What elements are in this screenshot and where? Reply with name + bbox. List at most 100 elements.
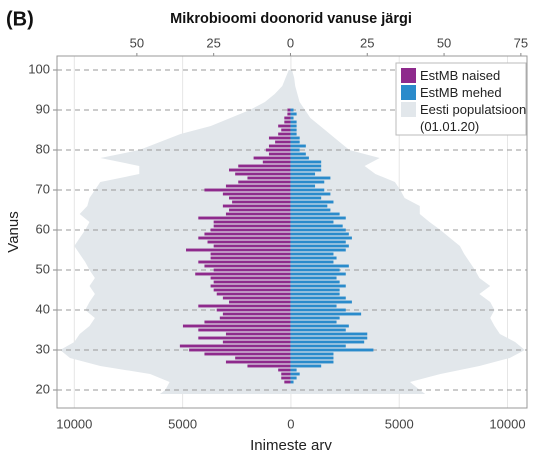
bar	[204, 264, 291, 268]
bar	[213, 220, 291, 224]
bar	[222, 312, 291, 316]
bar	[268, 152, 291, 156]
bar	[210, 256, 291, 260]
x2-tick-label: 25	[206, 35, 220, 50]
bar	[290, 376, 297, 380]
bar	[290, 352, 334, 356]
bar	[290, 176, 331, 180]
bar	[225, 212, 291, 216]
bar	[213, 224, 291, 228]
bar	[198, 236, 291, 240]
legend-label: Eesti populatsioon (01.01.20)	[420, 102, 527, 134]
bar	[290, 172, 316, 176]
bar	[290, 124, 297, 128]
bar	[290, 184, 316, 188]
bar	[290, 288, 340, 292]
bar	[195, 272, 291, 276]
bar	[290, 256, 337, 260]
legend-swatch	[401, 102, 416, 117]
bar	[204, 232, 291, 236]
x2-tick-label: 25	[360, 35, 374, 50]
bar	[265, 148, 291, 152]
bar	[290, 272, 346, 276]
bar	[290, 364, 322, 368]
bar	[268, 136, 291, 140]
y-tick-label: 40	[36, 301, 50, 316]
x2-tick-label: 50	[437, 35, 451, 50]
legend-swatch	[401, 85, 416, 100]
legend-item: EstMB naised	[420, 68, 501, 83]
bar	[229, 208, 291, 212]
bar	[198, 304, 291, 308]
bar	[235, 356, 291, 360]
y-tick-label: 80	[36, 141, 50, 156]
bar	[290, 228, 346, 232]
bar	[262, 160, 291, 164]
bar	[290, 344, 346, 348]
panel-label: (B)	[6, 8, 34, 30]
bar	[222, 204, 291, 208]
bar	[207, 240, 291, 244]
bar	[210, 276, 291, 280]
x2-tick-label: 0	[287, 35, 294, 50]
bar	[290, 192, 331, 196]
bar	[222, 192, 291, 196]
bar	[179, 344, 291, 348]
y-tick-label: 60	[36, 221, 50, 236]
x-tick-label: 5000	[168, 416, 197, 431]
bar	[189, 348, 291, 352]
bar	[290, 280, 340, 284]
bar	[278, 368, 291, 372]
bar	[216, 292, 291, 296]
bar	[213, 288, 291, 292]
bar	[290, 340, 365, 344]
bar	[204, 352, 291, 356]
bar	[278, 132, 291, 136]
bar	[290, 224, 343, 228]
bar	[284, 116, 291, 120]
bar	[204, 320, 291, 324]
bar	[222, 296, 291, 300]
bar	[219, 316, 291, 320]
bar	[290, 112, 297, 116]
bar	[290, 312, 362, 316]
bar	[290, 220, 334, 224]
bar	[235, 172, 291, 176]
bar	[290, 236, 352, 240]
bar	[287, 108, 291, 112]
bar	[247, 176, 291, 180]
bar	[281, 376, 291, 380]
bar	[198, 260, 291, 264]
bar	[204, 188, 291, 192]
bar	[290, 140, 300, 144]
bar	[238, 180, 291, 184]
bar	[290, 128, 297, 132]
plot-frame	[56, 55, 528, 409]
bar	[229, 168, 291, 172]
bar	[182, 324, 291, 328]
bar	[290, 324, 349, 328]
x2-tick-label: 50	[130, 35, 144, 50]
x-tick-label: 0	[287, 416, 294, 431]
legend-label: EstMB naised	[420, 68, 501, 83]
bar	[290, 316, 340, 320]
bar	[210, 252, 291, 256]
bar	[290, 196, 322, 200]
bar	[290, 372, 300, 376]
bar	[290, 252, 334, 256]
bar	[253, 156, 291, 160]
bar	[290, 360, 334, 364]
bar	[290, 300, 352, 304]
y-axis-label: Vanus	[5, 211, 22, 252]
bar	[247, 364, 291, 368]
bar	[290, 268, 340, 272]
bar	[290, 208, 331, 212]
bar	[290, 180, 325, 184]
y-tick-label: 70	[36, 181, 50, 196]
y-tick-label: 90	[36, 101, 50, 116]
bar	[216, 308, 291, 312]
bar	[290, 188, 325, 192]
x2-tick-label: 75	[514, 35, 528, 50]
bar	[284, 120, 291, 124]
bar	[290, 116, 294, 120]
